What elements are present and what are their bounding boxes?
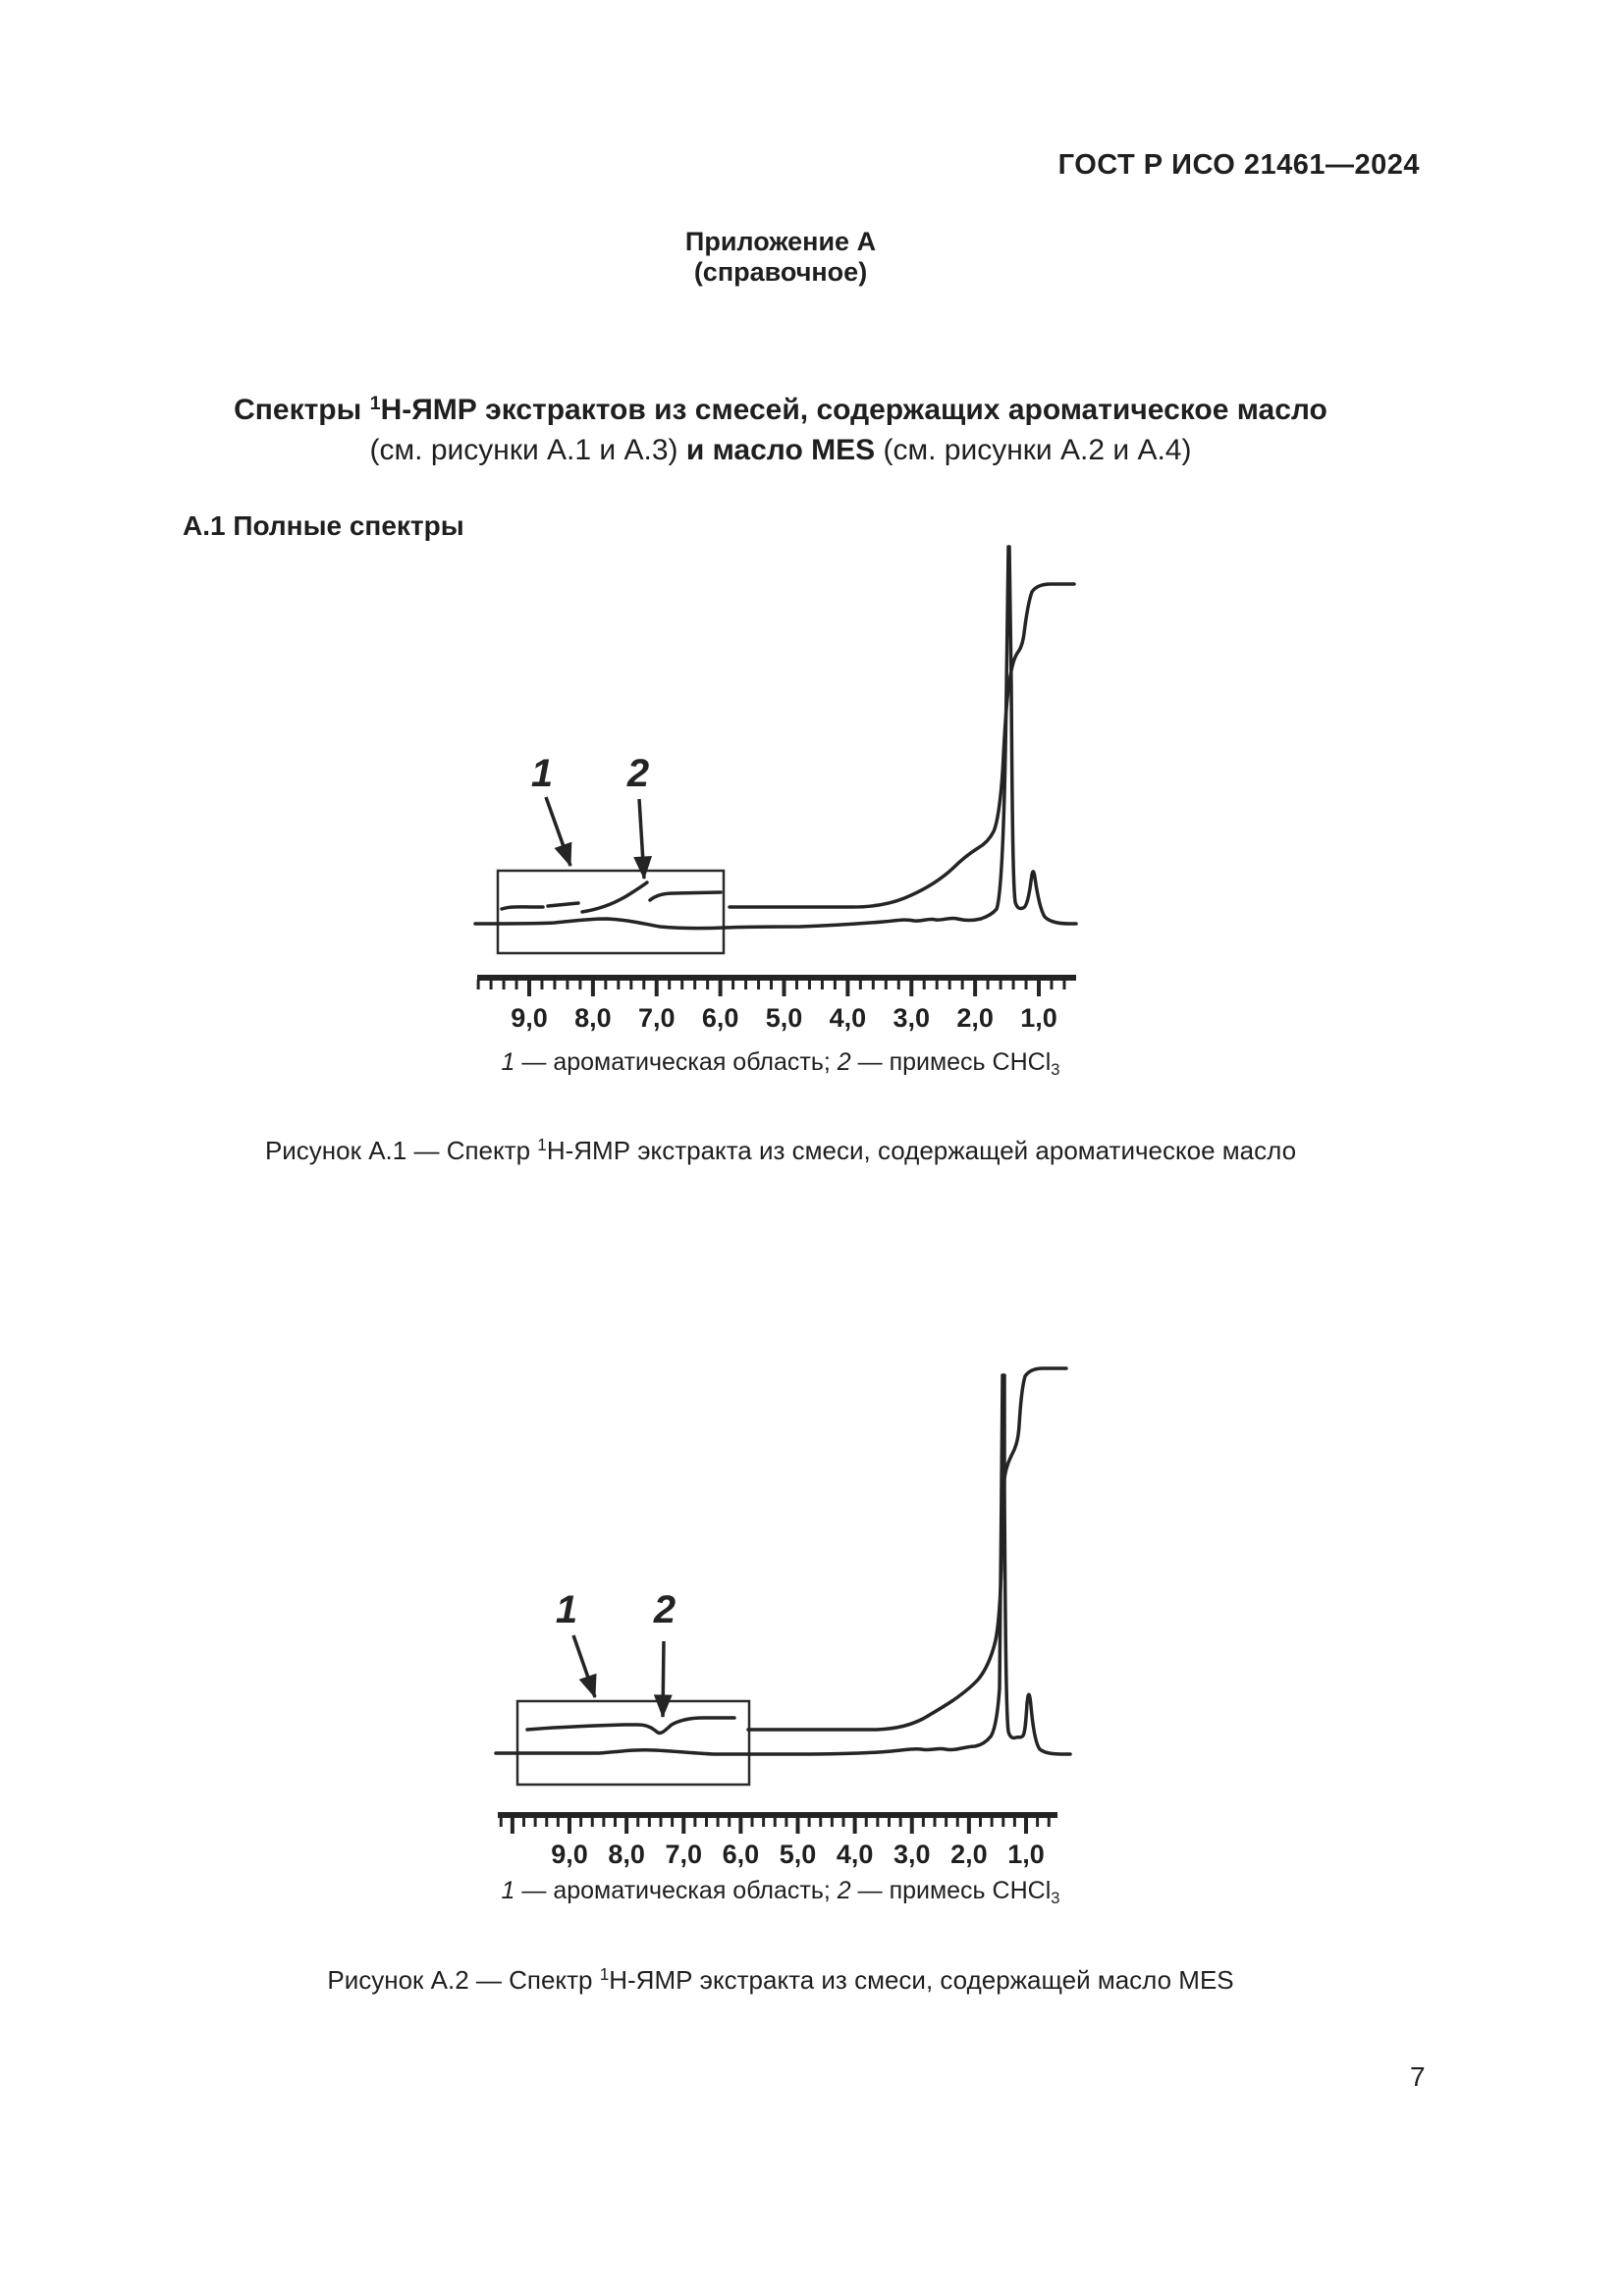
aromatic-region-box — [496, 869, 726, 955]
integral-trace — [580, 881, 649, 914]
axis-tick-label: 5,0 — [766, 1003, 803, 1033]
axis-tick-label: 9,0 — [551, 1840, 588, 1869]
chem-formula: CHCl — [992, 1877, 1052, 1904]
figure-a2-key: 1 — ароматическая область; 2 — примесь C… — [0, 1877, 1561, 1907]
title-text: Н-ЯМР экстрактов из смесей, содержащих а… — [380, 394, 1327, 426]
page-number: 7 — [1410, 2061, 1426, 2092]
document-code: ГОСТ Р ИСО 21461—2024 — [1057, 149, 1420, 181]
callout-1-label: 1 — [556, 1588, 577, 1631]
axis-tick-label: 2,0 — [956, 1003, 994, 1033]
caption-text: Рисунок А.1 — Спектр — [264, 1136, 538, 1165]
integral-trace — [728, 582, 1076, 909]
superscript-1: 1 — [369, 393, 381, 415]
axis-tick-label: 8,0 — [608, 1840, 645, 1869]
figure-a2-nmr-spectrum: 1 2 9,0 8,0 7,0 6,0 5,0 4,0 3,0 2,0 1,0 — [494, 1366, 1072, 1869]
aromatic-region-box — [515, 1699, 751, 1787]
title-ref-text: (см. рисунки А.2 и А.4) — [875, 434, 1192, 466]
spectrum-trace — [473, 545, 1078, 931]
spectrum-trace — [494, 1373, 1072, 1756]
callout-2-label: 2 — [653, 1588, 676, 1631]
axis-tick-label: 4,0 — [830, 1003, 867, 1033]
callout-2-label: 2 — [626, 752, 649, 795]
axis-tick-label: 8,0 — [574, 1003, 612, 1033]
chem-subscript: 3 — [1051, 1889, 1060, 1907]
figure-a1-key: 1 — ароматическая область; 2 — примесь C… — [0, 1048, 1561, 1079]
appendix-subtitle: (справочное) — [693, 257, 868, 287]
axis-tick-label: 2,0 — [950, 1840, 988, 1869]
axis-tick-label: 6,0 — [702, 1003, 739, 1033]
callout-1-label: 1 — [531, 752, 553, 795]
axis-tick-label: 7,0 — [638, 1003, 676, 1033]
key-item-text: — примесь — [850, 1048, 993, 1076]
figure-a1-caption: Рисунок А.1 — Спектр 1Н-ЯМР экстракта из… — [0, 1135, 1561, 1166]
figure-a1-nmr-spectrum: 1 2 9,0 8,0 7,0 6,0 5,0 4,0 3,0 2,0 1,0 — [473, 545, 1078, 1033]
main-title: Спектры 1Н-ЯМР экстрактов из смесей, сод… — [0, 392, 1561, 469]
superscript-1: 1 — [599, 1964, 610, 1985]
callout-arrow-1 — [571, 1634, 597, 1699]
section-heading: А.1 Полные спектры — [183, 510, 464, 541]
integral-trace — [546, 901, 580, 908]
callout-arrow-1 — [544, 796, 572, 868]
axis-tick-label: 3,0 — [893, 1840, 931, 1869]
key-item-number: 2 — [837, 1877, 851, 1904]
callout-arrow-2 — [653, 1640, 673, 1719]
axis-tick-label: 7,0 — [665, 1840, 702, 1869]
integral-trace — [500, 905, 545, 911]
appendix-title: Приложение А — [684, 227, 877, 256]
key-item-number: 2 — [837, 1048, 851, 1076]
axis-tick-label: 9,0 — [511, 1003, 548, 1033]
key-item-text: — примесь — [850, 1877, 993, 1904]
caption-text: Н-ЯМР экстракта из смеси, содержащей мас… — [609, 1965, 1234, 1995]
main-title-line1: Спектры 1Н-ЯМР экстрактов из смесей, сод… — [0, 392, 1561, 432]
key-item-text: — ароматическая область; — [514, 1877, 838, 1904]
axis-tick-label: 1,0 — [1007, 1840, 1045, 1869]
caption-text: Рисунок А.2 — Спектр — [327, 1965, 600, 1995]
integral-trace — [746, 1366, 1068, 1732]
axis-tick-label: 6,0 — [723, 1840, 760, 1869]
axis-tick-label: 5,0 — [780, 1840, 817, 1869]
superscript-1: 1 — [537, 1135, 547, 1155]
key-item-number: 1 — [501, 1048, 515, 1076]
title-text: Спектры — [234, 394, 370, 426]
x-axis: 9,0 8,0 7,0 6,0 5,0 4,0 3,0 2,0 1,0 — [476, 975, 1076, 1033]
key-item-number: 1 — [501, 1877, 515, 1904]
callout-arrow-2 — [633, 798, 653, 881]
chem-formula: CHCl — [992, 1048, 1052, 1076]
main-title-line2: (см. рисунки А.1 и А.3) и масло MES (см.… — [0, 432, 1561, 469]
axis-tick-label: 1,0 — [1020, 1003, 1057, 1033]
appendix-heading: Приложение А (справочное) — [0, 227, 1561, 288]
chem-subscript: 3 — [1051, 1060, 1060, 1079]
key-item-text: — ароматическая область; — [514, 1048, 838, 1076]
title-bold-text: и масло MES — [685, 434, 876, 466]
caption-text: Н-ЯМР экстракта из смеси, содержащей аро… — [546, 1136, 1297, 1165]
integral-trace — [648, 890, 723, 902]
x-axis: 9,0 8,0 7,0 6,0 5,0 4,0 3,0 2,0 1,0 — [498, 1812, 1057, 1869]
axis-tick-label: 3,0 — [893, 1003, 930, 1033]
axis-tick-label: 4,0 — [837, 1840, 874, 1869]
integral-trace — [525, 1716, 736, 1735]
title-ref-text: (см. рисунки А.1 и А.3) — [369, 434, 686, 466]
figure-a2-caption: Рисунок А.2 — Спектр 1Н-ЯМР экстракта из… — [0, 1964, 1561, 1996]
